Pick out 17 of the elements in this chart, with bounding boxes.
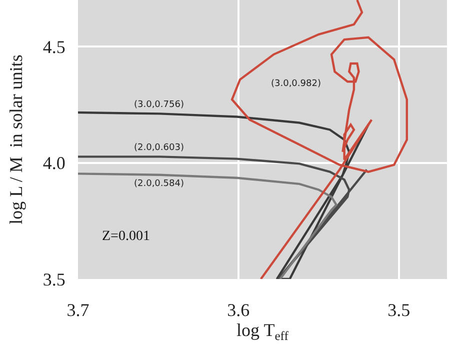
annotation: Z=0.001: [102, 229, 150, 244]
line-series: [78, 111, 370, 279]
annotation: (2.0,0.603): [134, 143, 184, 153]
y-tick-label: 3.5: [42, 269, 66, 290]
line-series: [78, 156, 368, 279]
line-series: [230, 0, 408, 279]
x-tick-label: 3.5: [388, 300, 410, 320]
x-tick-label: 3.6: [227, 300, 250, 320]
y-tick-label: 4.5: [42, 36, 66, 57]
y-tick-label: 4.0: [42, 153, 66, 174]
annotation: (2.0,0.584): [134, 179, 184, 189]
annotation: (3.0,0.756): [134, 100, 184, 110]
y-axis-title: log L / M in solar units: [6, 54, 26, 224]
x-tick-label: 3.7: [66, 300, 90, 320]
line-series: [78, 172, 338, 279]
x-axis-title: log T$_{eff}$: [236, 320, 290, 343]
annotation: (3.0,0.982): [271, 79, 321, 89]
